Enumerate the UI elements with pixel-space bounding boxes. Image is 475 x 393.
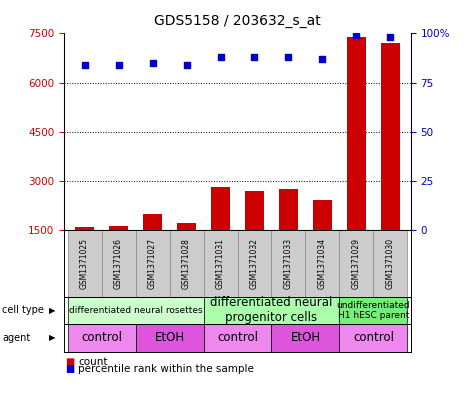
- Point: [217, 54, 224, 60]
- Text: EtOH: EtOH: [290, 331, 321, 345]
- Bar: [211, 187, 230, 230]
- Point: [352, 32, 360, 39]
- Text: GSM1371027: GSM1371027: [148, 238, 157, 289]
- Text: GSM1371031: GSM1371031: [216, 238, 225, 289]
- Text: GSM1371033: GSM1371033: [284, 238, 293, 289]
- Bar: [143, 213, 162, 230]
- Text: GSM1371026: GSM1371026: [114, 238, 123, 289]
- Bar: [109, 226, 128, 230]
- Point: [183, 62, 190, 68]
- Bar: [279, 189, 298, 230]
- Text: count: count: [78, 357, 108, 367]
- Text: control: control: [353, 331, 394, 345]
- Text: ▶: ▶: [49, 334, 56, 342]
- Point: [115, 62, 123, 68]
- Text: cell type: cell type: [2, 305, 44, 316]
- Point: [285, 54, 292, 60]
- Text: differentiated neural
progenitor cells: differentiated neural progenitor cells: [210, 296, 332, 325]
- Text: GSM1371030: GSM1371030: [386, 238, 395, 289]
- Text: GSM1371029: GSM1371029: [352, 238, 361, 289]
- Text: GSM1371032: GSM1371032: [250, 238, 259, 289]
- Point: [251, 54, 258, 60]
- Point: [387, 34, 394, 40]
- Text: ■: ■: [66, 357, 75, 367]
- Point: [319, 56, 326, 62]
- Bar: [245, 191, 264, 230]
- Text: undifferentiated
H1 hESC parent: undifferentiated H1 hESC parent: [337, 301, 410, 320]
- Point: [149, 60, 156, 66]
- Text: control: control: [81, 331, 122, 345]
- Text: GSM1371034: GSM1371034: [318, 238, 327, 289]
- Text: GSM1371025: GSM1371025: [80, 238, 89, 289]
- Bar: [75, 227, 94, 230]
- Text: differentiated neural rosettes: differentiated neural rosettes: [69, 306, 202, 315]
- Text: ▶: ▶: [49, 306, 56, 315]
- Text: percentile rank within the sample: percentile rank within the sample: [78, 364, 254, 375]
- Point: [81, 62, 88, 68]
- Bar: [347, 37, 366, 230]
- Text: GSM1371028: GSM1371028: [182, 238, 191, 289]
- Text: GDS5158 / 203632_s_at: GDS5158 / 203632_s_at: [154, 14, 321, 28]
- Bar: [313, 200, 332, 230]
- Text: EtOH: EtOH: [154, 331, 185, 345]
- Text: ■: ■: [66, 364, 75, 375]
- Bar: [381, 43, 400, 230]
- Text: agent: agent: [2, 333, 30, 343]
- Text: control: control: [217, 331, 258, 345]
- Bar: [177, 223, 196, 230]
